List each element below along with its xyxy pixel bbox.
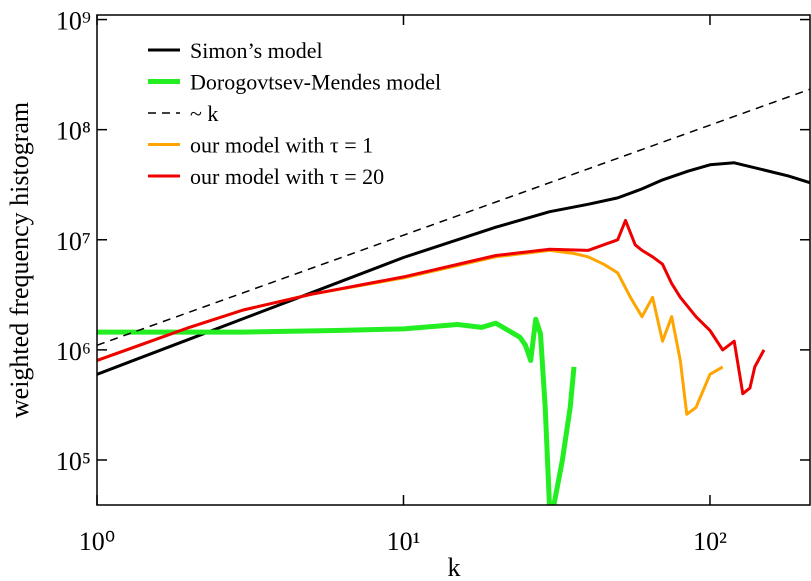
x-axis-label: k [448, 553, 461, 581]
legend-label: our model with τ = 1 [190, 133, 373, 158]
legend-label: Simon’s model [190, 38, 323, 63]
series-line [97, 88, 810, 347]
plot-frame [96, 14, 811, 506]
y-tick-label: 10⁸ [56, 117, 91, 146]
series-line [97, 161, 810, 376]
y-tick-label: 10⁹ [56, 7, 91, 36]
series-line [97, 316, 577, 505]
series-line [97, 218, 766, 396]
legend-label: Dorogovtsev-Mendes model [190, 70, 441, 95]
legend-label: our model with τ = 20 [190, 164, 384, 189]
y-tick-label: 10⁶ [56, 337, 91, 366]
y-tick-label: 10⁷ [56, 227, 91, 256]
legend-label: ~ k [190, 101, 218, 126]
y-axis-label: weighted frequency histogram [5, 102, 34, 418]
x-tick-label: 10⁰ [79, 527, 115, 556]
y-tick-label: 10⁵ [56, 447, 91, 476]
x-tick-label: 10² [693, 527, 727, 556]
x-tick-label: 10¹ [387, 527, 421, 556]
